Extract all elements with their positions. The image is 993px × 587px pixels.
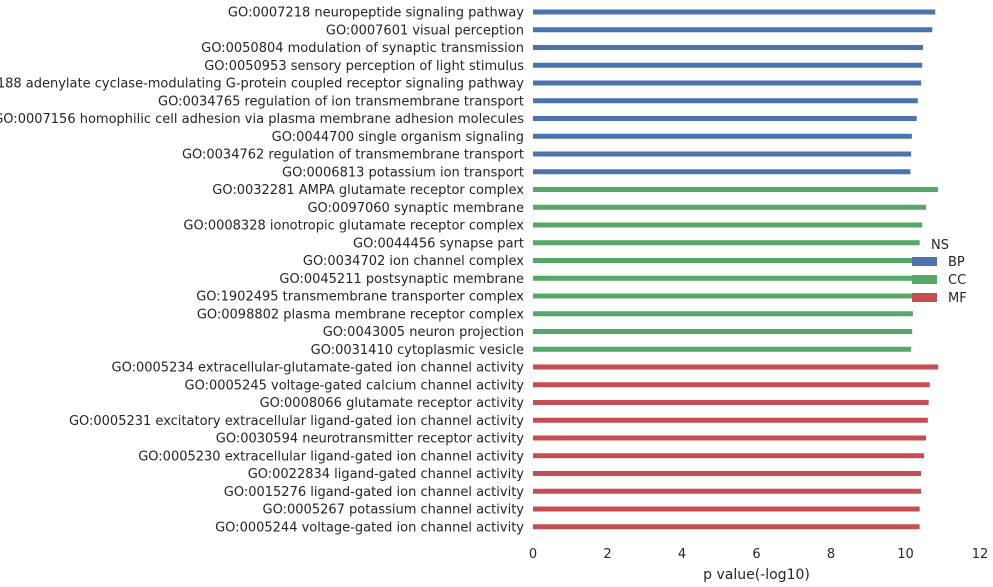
bar-mf: [533, 524, 920, 530]
bar-mf: [533, 435, 926, 441]
legend-swatch-mf: [912, 293, 937, 302]
x-tick-label: 0: [529, 547, 537, 562]
bars-group: [533, 9, 939, 530]
bar-bp: [533, 133, 912, 139]
x-tick-labels-group: 0 2 4 6 8 10 12: [529, 547, 988, 562]
bar-cc: [533, 329, 913, 334]
bar-cc: [533, 293, 915, 299]
legend-label-bp: BP: [948, 255, 965, 270]
category-label: GO:0050804 modulation of synaptic transm…: [201, 41, 524, 56]
category-label: GO:0034762 regulation of transmembrane t…: [182, 148, 524, 163]
bar-cc: [533, 204, 926, 210]
category-label: GO:0031410 cytoplasmic vesicle: [311, 343, 524, 358]
bar-cc: [533, 222, 923, 228]
category-label: GO:0008328 ionotropic glutamate receptor…: [183, 219, 524, 234]
bar-mf: [533, 488, 922, 494]
category-label: GO:0005231 excitatory extracellular liga…: [69, 414, 524, 429]
category-label: GO:0043005 neuron projection: [323, 325, 524, 340]
bar-bp: [533, 62, 923, 68]
bar-bp: [533, 116, 917, 121]
category-label: GO:0005267 potassium channel activity: [263, 503, 525, 518]
category-label: GO:0005244 voltage-gated ion channel act…: [215, 520, 524, 535]
bar-cc: [533, 187, 938, 192]
x-tick-label: 6: [752, 547, 760, 562]
bar-bp: [533, 98, 918, 104]
category-label: GO:0005234 extracellular-glutamate-gated…: [112, 361, 525, 376]
legend-label-cc: CC: [948, 273, 966, 288]
bar-bp: [533, 27, 933, 33]
category-label: GO:1902495 transmembrane transporter com…: [196, 290, 524, 305]
legend: NS BP CC MF: [912, 238, 967, 306]
bar-bp: [533, 45, 924, 50]
bar-cc: [533, 346, 912, 352]
category-label: GO:0015276 ligand-gated ion channel acti…: [224, 485, 525, 500]
bar-mf: [533, 400, 929, 405]
category-label: GO:0034702 ion channel complex: [303, 254, 524, 269]
category-label: GO:0030594 neurotransmitter receptor act…: [216, 432, 525, 447]
bar-cc: [533, 240, 920, 246]
x-tick-label: 10: [897, 547, 914, 562]
category-label: GO:0005230 extracellular ligand-gated io…: [138, 449, 524, 464]
x-tick-label: 2: [603, 547, 611, 562]
bar-bp: [533, 151, 912, 157]
category-label: GO:0097060 synaptic membrane: [307, 201, 524, 216]
category-label: GO:0044456 synapse part: [353, 236, 524, 251]
x-axis-title: p value(-log10): [703, 567, 810, 583]
bar-mf: [533, 364, 939, 370]
category-label: GO:0044700 single organism signaling: [272, 130, 524, 145]
legend-label-mf: MF: [948, 291, 967, 306]
legend-entries: BP CC MF: [912, 255, 967, 306]
bar-mf: [533, 417, 928, 423]
category-label: GO:0007601 visual perception: [326, 23, 524, 38]
category-label: GO:0050953 sensory perception of light s…: [204, 59, 524, 74]
category-label: GO:0045211 postsynaptic membrane: [279, 272, 524, 287]
bar-mf: [533, 506, 920, 512]
category-label: GO:0032281 AMPA glutamate receptor compl…: [212, 183, 524, 198]
bar-mf: [533, 382, 930, 388]
legend-swatch-cc: [912, 275, 937, 284]
legend-title: NS: [931, 238, 949, 253]
bar-mf: [533, 453, 925, 459]
bar-bp: [533, 80, 922, 86]
category-label: GO:0022834 ligand-gated channel activity: [248, 467, 525, 482]
category-label: GO:0008066 glutamate receptor activity: [260, 396, 525, 411]
bar-cc: [533, 258, 919, 263]
legend-swatch-bp: [912, 257, 937, 266]
category-label: GO:0034765 regulation of ion transmembra…: [158, 94, 524, 109]
category-label: GO:0006813 potassium ion transport: [282, 165, 524, 180]
bar-bp: [533, 9, 936, 15]
bar-mf: [533, 471, 922, 476]
category-label: GO:0005245 voltage-gated calcium channel…: [185, 378, 525, 393]
category-label: GO:0007156 homophilic cell adhesion via …: [0, 112, 524, 127]
x-tick-label: 12: [972, 547, 989, 562]
bar-cc: [533, 311, 913, 317]
bar-cc: [533, 275, 917, 281]
category-labels-group: GO:0007218 neuropeptide signaling pathwa…: [0, 6, 524, 536]
category-label: GO:0007218 neuropeptide signaling pathwa…: [228, 6, 524, 21]
x-tick-label: 4: [678, 547, 686, 562]
x-tick-label: 8: [827, 547, 835, 562]
bar-bp: [533, 169, 911, 175]
category-label: GO:0098802 plasma membrane receptor comp…: [197, 307, 524, 322]
category-label: GO:0007188 adenylate cyclase-modulating …: [0, 77, 524, 92]
